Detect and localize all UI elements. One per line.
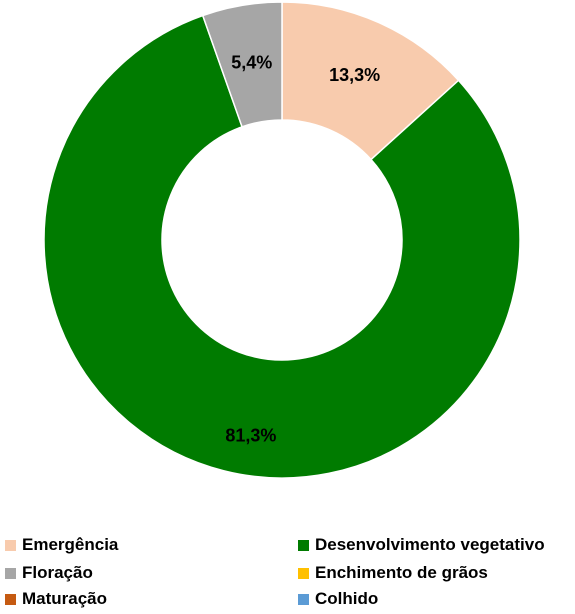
chart-legend: Emergência Desenvolvimento vegetativo Fl… xyxy=(0,533,575,614)
legend-swatch-maturacao xyxy=(5,593,16,605)
legend-label-maturacao: Maturação xyxy=(22,589,108,608)
data-label-desenvolvimento-vegetativo: 81,3% xyxy=(225,425,276,445)
legend-item-emergencia: Emergência xyxy=(5,533,118,557)
legend-swatch-colhido xyxy=(298,593,309,605)
legend-label-emergencia: Emergência xyxy=(22,535,119,554)
legend-swatch-floracao xyxy=(5,567,16,579)
legend-swatch-enchimento-de-graos xyxy=(298,567,309,579)
slice-labels: 13,3% 81,3% 5,4% xyxy=(225,52,380,445)
legend-item-desenvolvimento-vegetativo: Desenvolvimento vegetativo xyxy=(298,533,545,557)
legend-label-desenvolvimento-vegetativo: Desenvolvimento vegetativo xyxy=(315,535,545,554)
legend-label-enchimento-de-graos: Enchimento de grãos xyxy=(315,563,488,582)
legend-label-colhido: Colhido xyxy=(315,589,379,608)
donut-slices xyxy=(43,1,521,479)
data-label-floracao: 5,4% xyxy=(231,52,272,72)
legend-label-floracao: Floração xyxy=(22,563,93,582)
legend-item-floracao: Floração xyxy=(5,561,93,585)
data-label-emergencia: 13,3% xyxy=(329,65,380,85)
slice-desenvolvimento-vegetativo xyxy=(43,14,521,479)
donut-chart: 13,3% 81,3% 5,4% xyxy=(43,1,521,479)
legend-swatch-emergencia xyxy=(5,539,16,551)
legend-item-enchimento-de-graos: Enchimento de grãos xyxy=(298,561,488,585)
legend-item-maturacao: Maturação xyxy=(5,587,107,611)
legend-item-colhido: Colhido xyxy=(298,587,378,611)
slice-floracao xyxy=(201,1,283,128)
legend-swatch-desenvolvimento-vegetativo xyxy=(298,539,309,551)
